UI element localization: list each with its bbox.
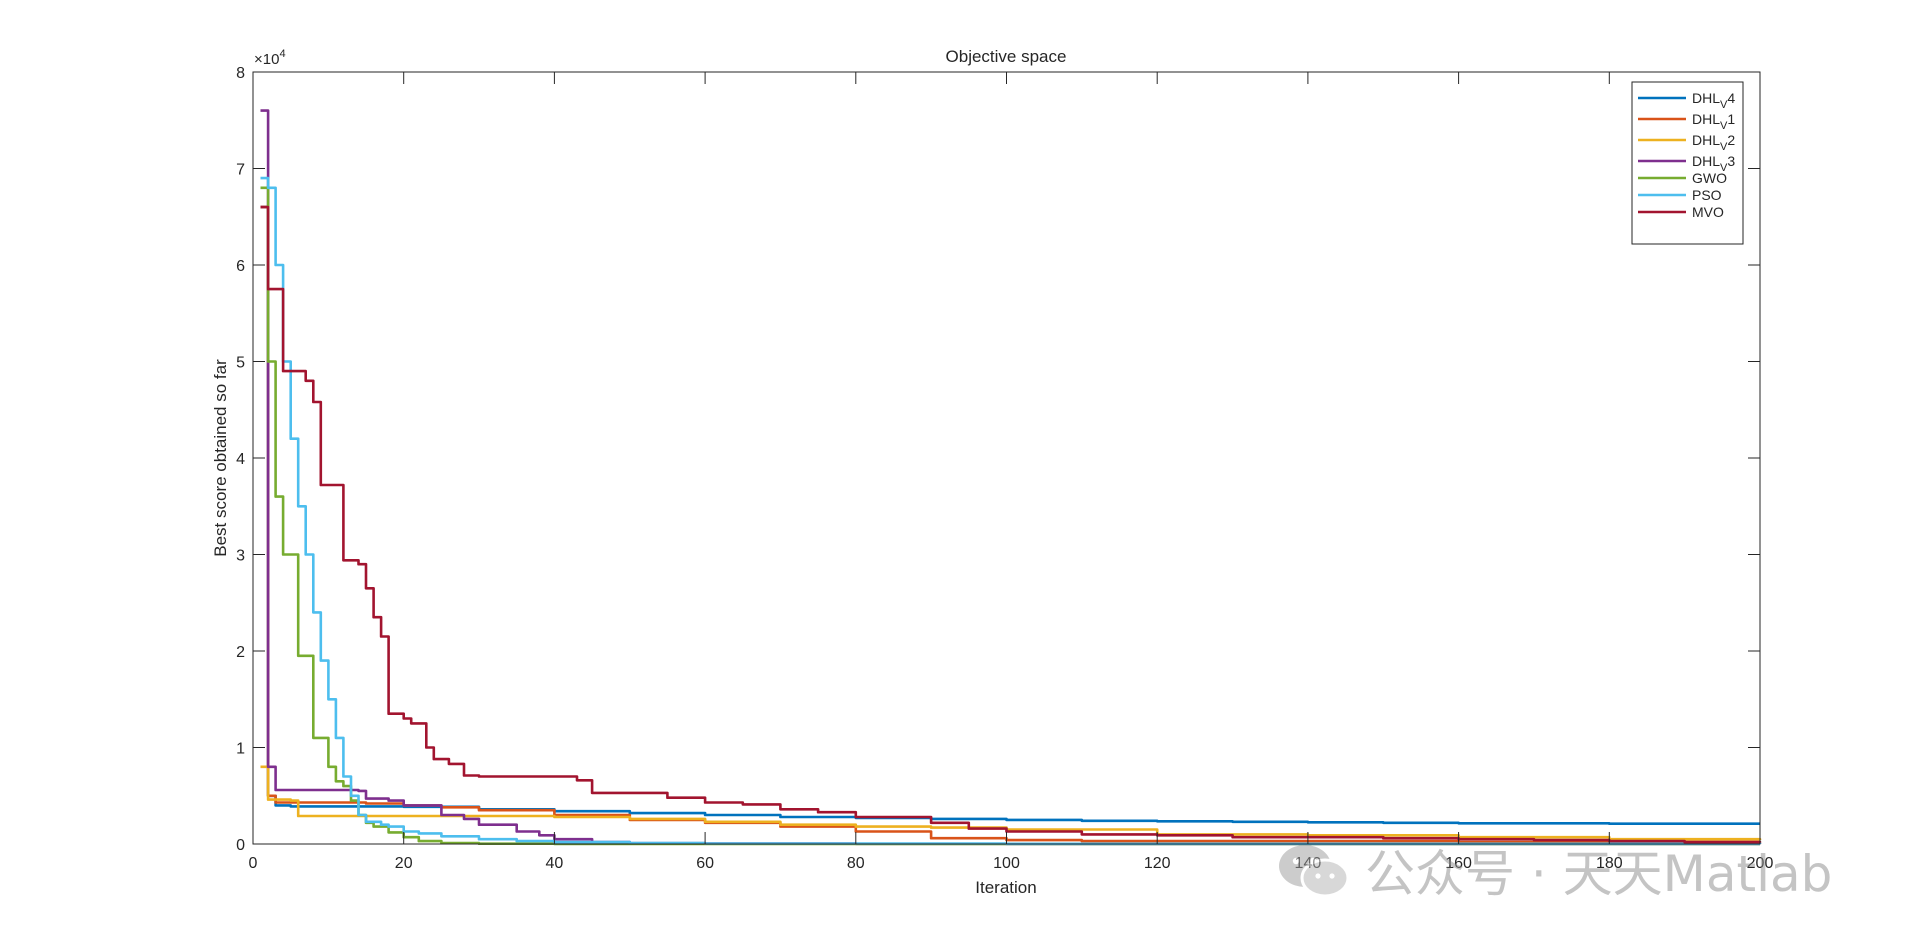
- y-tick-label: 3: [236, 548, 245, 565]
- x-tick-label: 0: [249, 855, 258, 872]
- y-tick-label: 6: [236, 258, 245, 275]
- x-tick-label: 120: [1144, 855, 1171, 872]
- y-tick-label: 1: [236, 741, 245, 758]
- legend-label: DHLV2: [1692, 132, 1735, 153]
- legend-item: MVO: [1638, 204, 1724, 220]
- series-line-gwo: [260, 186, 1760, 846]
- legend-label: GWO: [1692, 170, 1727, 186]
- y-tick-label: 8: [236, 65, 245, 82]
- legend-label: MVO: [1692, 204, 1724, 220]
- axes-layer: 020406080100120140160180200012345678: [236, 65, 1773, 872]
- legend-item: DHLV4: [1638, 90, 1735, 111]
- x-tick-label: 100: [993, 855, 1020, 872]
- x-tick-label: 180: [1596, 855, 1623, 872]
- x-tick-label: 60: [696, 855, 714, 872]
- legend-box: [1631, 81, 1744, 245]
- legend-label: DHLV3: [1692, 153, 1735, 174]
- legend-label: DHLV4: [1692, 90, 1735, 111]
- legend-item: PSO: [1638, 187, 1722, 203]
- legend-item: DHLV1: [1638, 111, 1735, 132]
- y-axis-exponent-base: ×10: [254, 51, 279, 68]
- series-line-pso: [260, 176, 1762, 846]
- x-axis-label: Iteration: [975, 878, 1036, 897]
- legend-label: DHLV1: [1692, 111, 1735, 132]
- x-tick-label: 40: [546, 855, 564, 872]
- y-axis-exponent: ×104: [254, 48, 286, 68]
- series-layer: [260, 109, 1762, 846]
- series-line-dhl-v1: [260, 205, 1760, 844]
- y-axis-label: Best score obtained so far: [211, 359, 230, 557]
- x-tick-label: 160: [1445, 855, 1472, 872]
- axes-box: [252, 71, 1761, 845]
- wechat-icon: [1279, 845, 1350, 898]
- x-tick-label: 20: [395, 855, 413, 872]
- watermark: 公众号 · 天天Matlab: [1275, 840, 1832, 903]
- y-tick-label: 7: [236, 162, 245, 179]
- series-line-mvo: [260, 205, 1762, 844]
- y-tick-label: 0: [236, 837, 245, 854]
- y-tick-label: 2: [236, 644, 245, 661]
- series-line-dhl-v3: [260, 109, 1762, 846]
- chart-title: Objective space: [946, 47, 1067, 66]
- y-tick-label: 5: [236, 355, 245, 372]
- y-tick-label: 4: [236, 451, 245, 468]
- x-tick-label: 200: [1747, 855, 1774, 872]
- legend-label: PSO: [1692, 187, 1722, 203]
- y-axis-exponent-power: 4: [279, 48, 285, 60]
- legend-item: GWO: [1638, 170, 1727, 186]
- watermark-text: 公众号 · 天天Matlab: [1365, 845, 1833, 903]
- series-line-dhl-v4: [260, 205, 1760, 825]
- legend-item: DHLV2: [1638, 132, 1735, 153]
- legend-item: DHLV3: [1638, 153, 1735, 174]
- series-line-dhl-v2: [260, 765, 1762, 841]
- x-tick-label: 80: [847, 855, 865, 872]
